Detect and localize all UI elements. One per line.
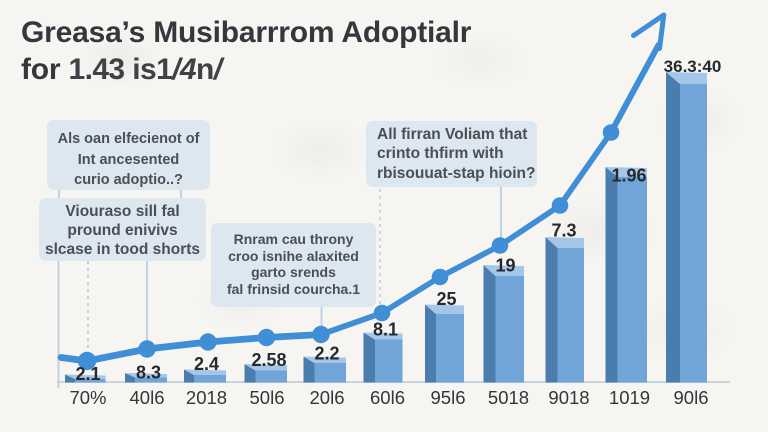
svg-text:7.3: 7.3: [551, 221, 576, 241]
svg-text:36.3:40: 36.3:40: [664, 57, 722, 76]
svg-text:40l6: 40l6: [130, 387, 165, 408]
svg-text:8.1: 8.1: [373, 320, 398, 340]
svg-text:25: 25: [436, 289, 456, 309]
svg-text:2.4: 2.4: [194, 354, 219, 374]
svg-text:95l6: 95l6: [431, 387, 466, 408]
svg-text:1.96: 1.96: [611, 166, 646, 186]
svg-text:2018: 2018: [186, 387, 227, 408]
svg-text:19: 19: [495, 256, 515, 276]
svg-text:5018: 5018: [488, 387, 529, 408]
svg-text:50l6: 50l6: [250, 387, 285, 408]
svg-text:70%: 70%: [69, 387, 106, 408]
svg-text:9018: 9018: [548, 387, 589, 408]
svg-text:20l6: 20l6: [310, 387, 345, 408]
svg-text:8.3: 8.3: [136, 363, 161, 383]
svg-text:1019: 1019: [609, 387, 650, 408]
svg-text:2.2: 2.2: [314, 344, 339, 364]
svg-text:60l6: 60l6: [370, 387, 405, 408]
svg-text:2.58: 2.58: [251, 350, 286, 370]
svg-text:90l6: 90l6: [674, 387, 709, 408]
svg-text:2.1: 2.1: [75, 364, 100, 384]
